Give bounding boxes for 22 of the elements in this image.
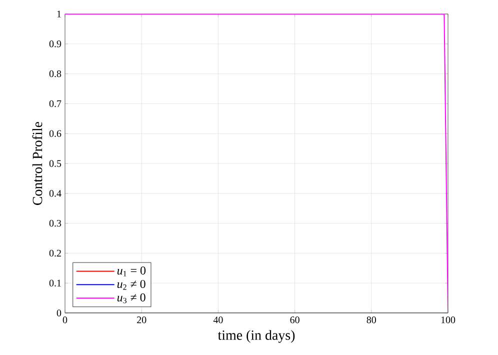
y-tick-label: 0.3 <box>49 220 62 227</box>
y-tick-label: 0 <box>56 310 62 316</box>
x-tick-label: 100 <box>441 316 456 324</box>
legend-label: u$_{2}$ ≠ 0 <box>117 280 146 290</box>
y-tick-label: 0.8 <box>49 70 62 78</box>
y-tick-label: 0.6 <box>49 130 62 137</box>
legend-label: u$_{3}$ ≠ 0 <box>117 293 146 304</box>
y-tick-label: 0.1 <box>49 280 61 286</box>
y-tick-label: 1 <box>57 10 61 18</box>
y-tick-label: 0.4 <box>49 190 62 197</box>
y-tick-label: 0.9 <box>49 40 62 48</box>
x-tick-label: 0 <box>62 316 68 324</box>
legend-label: u$_{1}$ = 0 <box>117 266 146 276</box>
x-tick-label: 40 <box>213 316 223 324</box>
x-tick-label: 20 <box>137 316 146 324</box>
y-axis-title: Control Profile <box>32 122 42 205</box>
y-tick-label: 0.5 <box>49 160 62 167</box>
x-tick-label: 60 <box>290 316 300 324</box>
y-tick-label: 0.7 <box>49 100 62 108</box>
y-tick-label: 0.2 <box>49 250 61 257</box>
x-tick-label: 80 <box>366 316 376 324</box>
x-axis-title: time (in days) <box>218 330 295 343</box>
